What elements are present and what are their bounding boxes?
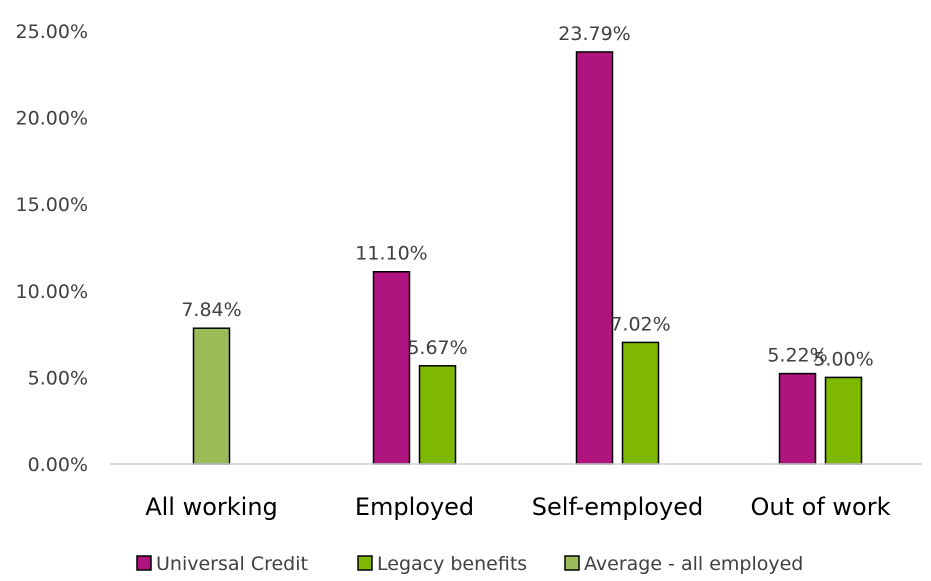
y-tick-label: 20.00%: [16, 108, 88, 130]
legend-label: Average - all employed: [584, 553, 803, 575]
category-label: Out of work: [751, 493, 891, 521]
bar-average-all-employed-all-working: [192, 327, 231, 465]
bar-legacy-benefits-employed: [418, 365, 457, 465]
legend: Universal Credit Legacy benefits Average -…: [136, 553, 803, 575]
data-label: 7.02%: [610, 313, 670, 335]
y-axis-ticks: 0.00% 5.00% 10.00% 15.00% 20.00% 25.00%: [16, 21, 88, 476]
data-label: 5.67%: [407, 337, 467, 359]
category-labels-group: All working Employed Self-employed Out of w…: [145, 493, 890, 521]
y-tick-label: 15.00%: [16, 194, 88, 216]
data-label: 23.79%: [558, 23, 630, 45]
legend-swatch: [357, 555, 373, 571]
data-labels-group: 7.84% 11.10% 5.67% 23.79% 7.02% 5.22%5.00%: [181, 23, 873, 370]
y-tick-label: 0.00%: [28, 454, 88, 476]
category-label: Self-employed: [532, 493, 703, 521]
data-label: 5.00%: [813, 348, 873, 370]
y-tick-label: 25.00%: [16, 21, 88, 43]
bar-legacy-benefits-self-employed: [621, 341, 660, 465]
legend-swatch: [564, 555, 580, 571]
bars-group: [192, 51, 863, 465]
bar-universal-credit-self-employed: [575, 51, 614, 465]
data-label: 11.10%: [355, 243, 427, 265]
y-tick-label: 10.00%: [16, 281, 88, 303]
legend-swatch: [136, 555, 152, 571]
legend-label: Legacy benefits: [377, 553, 527, 575]
data-label: 5.22%: [767, 345, 827, 367]
y-tick-label: 5.00%: [28, 367, 88, 389]
legend-label: Universal Credit: [156, 553, 308, 575]
bar-universal-credit-employed: [372, 270, 411, 465]
category-label: All working: [145, 493, 278, 521]
bar-universal-credit-out-of-work: [778, 372, 817, 465]
bar-legacy-benefits-out-of-work: [824, 376, 863, 465]
category-label: Employed: [355, 493, 474, 521]
data-label: 7.84%: [181, 299, 241, 321]
